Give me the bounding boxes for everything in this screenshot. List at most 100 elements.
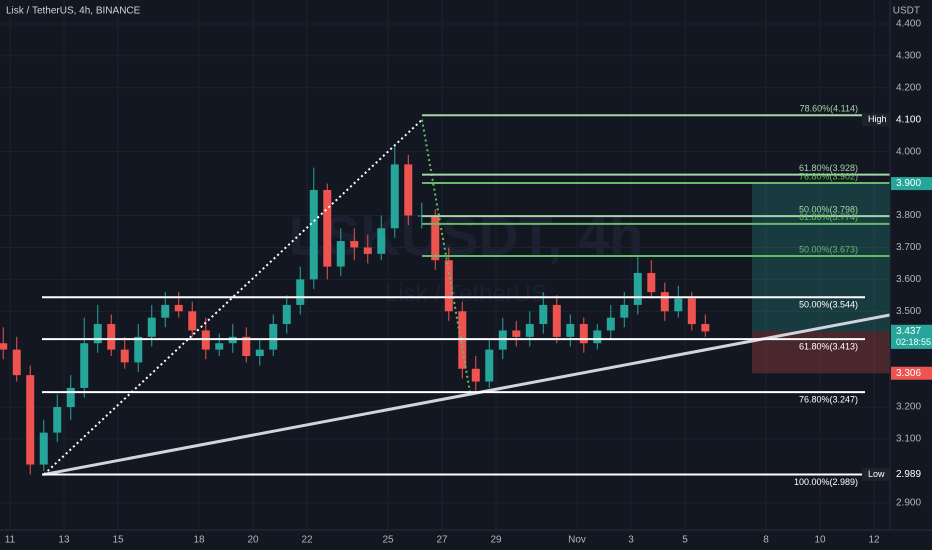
price-tag-label: 4.100: [896, 114, 921, 125]
x-tick-label: 13: [58, 535, 70, 546]
candle-body: [525, 324, 534, 337]
candle-body: [309, 189, 318, 280]
x-tick-label: 18: [193, 535, 205, 546]
y-tick-label: 3.600: [896, 274, 921, 285]
fib-level-label: 76.80%(3.247): [799, 394, 858, 404]
candle-body: [174, 304, 183, 312]
y-tick-label: 4.000: [896, 146, 921, 157]
price-tag-name: High: [868, 114, 887, 124]
candle-body: [539, 304, 548, 325]
candle-body: [660, 292, 669, 312]
price-tag: [891, 324, 932, 349]
y-tick-label: 3.500: [896, 306, 921, 317]
fib-level-label: 50.00%(3.798): [799, 205, 858, 215]
price-tag-label: 2.989: [896, 469, 921, 480]
x-tick-label: 20: [247, 535, 259, 546]
price-tag-name: Low: [868, 469, 885, 479]
candle-body: [296, 279, 305, 305]
candle-body: [66, 387, 75, 408]
candle-body: [323, 189, 332, 267]
fib-level-label: 50.00%(3.673): [799, 244, 858, 254]
x-tick-label: Nov: [568, 535, 586, 546]
candle-body: [350, 241, 359, 248]
candle-body: [647, 272, 656, 293]
candle-body: [336, 241, 345, 267]
price-tag: [891, 467, 932, 481]
candle-body: [417, 215, 426, 217]
price-tag-name-bg: [862, 467, 890, 481]
candle-body: [39, 432, 48, 465]
price-tag: [891, 113, 932, 127]
candle-body: [363, 247, 372, 254]
fib-level-label: 76.80%(3.902): [799, 171, 858, 181]
candle-body: [444, 260, 453, 312]
y-tick-label: 3.800: [896, 210, 921, 221]
y-tick-label: 3.200: [896, 402, 921, 413]
candle-body: [80, 343, 89, 388]
candle-body: [161, 304, 170, 318]
y-tick-label: 4.400: [896, 19, 921, 30]
candle-body: [242, 336, 251, 356]
candle-body: [512, 330, 521, 337]
candle-body: [579, 324, 588, 344]
candle-body: [620, 304, 629, 318]
x-tick-label: 11: [5, 535, 16, 546]
candle-body: [120, 349, 129, 363]
candle-body: [107, 324, 116, 350]
y-tick-label: 3.100: [896, 434, 921, 445]
candle-body: [26, 375, 35, 465]
candle-body: [269, 324, 278, 350]
x-tick-label: 15: [112, 535, 124, 546]
y-tick-label: 4.200: [896, 82, 921, 93]
candle-body: [674, 298, 683, 312]
candle-body: [701, 324, 710, 332]
y-tick-label: 2.900: [896, 498, 921, 509]
candle-body: [188, 311, 197, 331]
trend-line: [43, 313, 891, 476]
fib-level-label: 61.80%(3.774): [799, 212, 858, 222]
y-tick-label: 3.700: [896, 242, 921, 253]
price-tag: [891, 366, 932, 380]
candle-body: [593, 330, 602, 344]
x-tick-label: 27: [436, 535, 448, 546]
x-tick-label: 22: [301, 535, 313, 546]
candle-body: [12, 349, 21, 376]
x-tick-label: 3: [628, 535, 634, 546]
candle-body: [147, 317, 156, 337]
price-tag-label: 3.900: [896, 178, 921, 189]
candle-body: [404, 164, 413, 216]
chart-title: Lisk / TetherUS, 4h, BINANCE: [6, 6, 141, 17]
candle-body: [282, 304, 291, 325]
price-tag-note: 02:18:55: [896, 337, 931, 347]
price-tag: [891, 177, 932, 191]
watermark-subtitle: Lisk / TetherUS: [385, 280, 547, 307]
y-tick-label: 4.300: [896, 51, 921, 62]
candle-body: [53, 407, 62, 433]
x-tick-label: 5: [682, 535, 688, 546]
x-tick-label: 12: [869, 535, 881, 546]
fib-level-label: 50.00%(3.544): [799, 300, 858, 310]
candle-body: [390, 164, 399, 229]
x-tick-label: 29: [490, 535, 502, 546]
x-tick-label: 10: [815, 535, 827, 546]
price-tag-name-bg: [862, 113, 890, 127]
currency: USDT: [893, 6, 920, 17]
fib-level-label: 61.80%(3.413): [799, 341, 858, 351]
fib-level-label: 61.80%(3.928): [799, 163, 858, 173]
candle-body: [93, 324, 102, 344]
candle-body: [606, 317, 615, 331]
x-tick-label: 8: [763, 535, 769, 546]
price-tag-label: 3.306: [896, 368, 921, 379]
candle-body: [431, 215, 440, 261]
fib-diagonal: [43, 118, 423, 476]
candle-body: [552, 304, 561, 337]
candle-body: [255, 349, 264, 356]
candle-body: [134, 336, 143, 363]
candle-body: [215, 343, 224, 350]
candle-body: [471, 368, 480, 382]
x-tick-label: 25: [382, 535, 394, 546]
candle-body: [566, 324, 575, 337]
candle-body: [0, 343, 8, 350]
